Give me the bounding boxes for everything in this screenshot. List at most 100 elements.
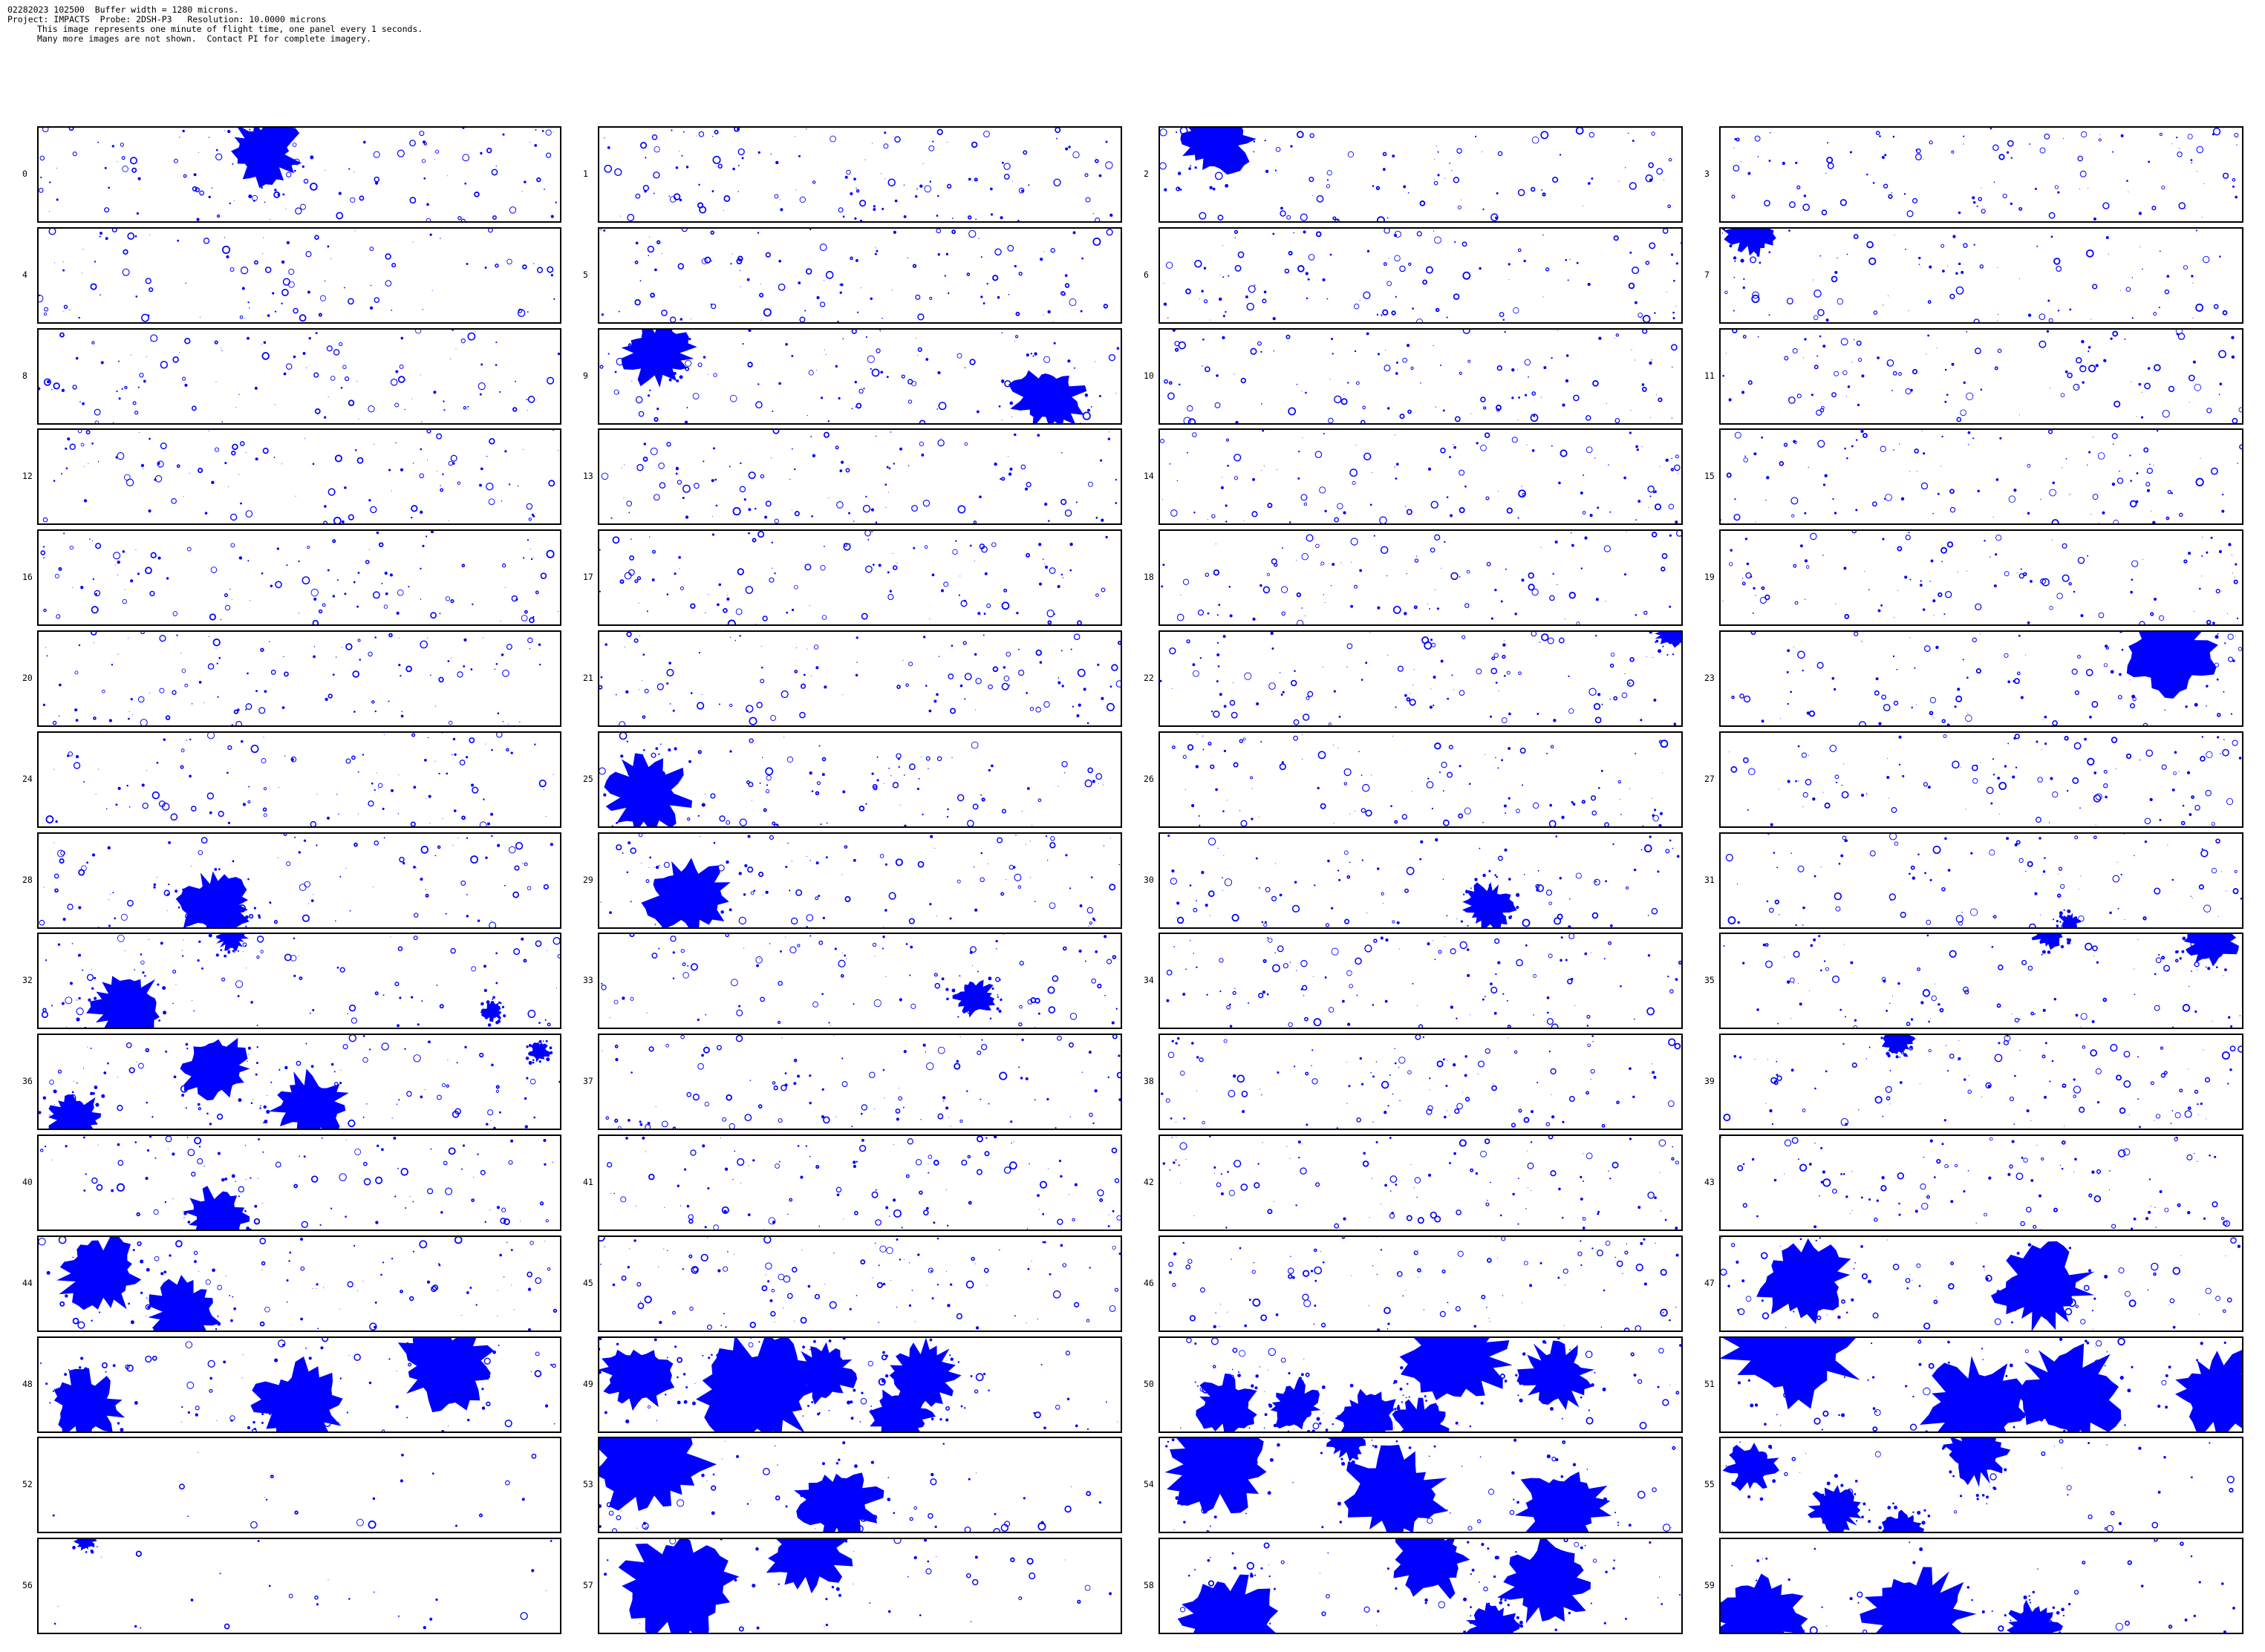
header-title: 02282023 102500 Buffer width = 1280 micr… [7,4,239,15]
particle-ring [2038,340,2047,348]
particle-dot [1277,1071,1280,1074]
particle-dot [1456,1112,1459,1114]
particle-dot [1081,257,1084,260]
particle-speck [1606,403,1608,405]
particle-field [1721,430,2242,523]
panel-label: 6 [1144,270,1149,280]
particle-ring [443,1160,448,1166]
particle-ring [258,707,266,714]
particle-dot [1490,715,1493,718]
particle-ring [756,702,763,708]
particle-dot [870,368,872,370]
particle-ring [1996,1003,2001,1008]
particle-speck [948,1117,949,1118]
particle-ring [732,507,741,516]
particle-ring [1649,242,1656,249]
particle-dot [649,536,651,538]
particle-dot [1272,232,1275,235]
particle-speck [1098,783,1100,784]
particle-dot [1928,1020,1930,1023]
image-panel [37,328,561,425]
particle-ring [2150,1081,2154,1085]
particle-ring [1586,1014,1591,1019]
particle-speck [1456,918,1458,920]
particle-dot [1825,1070,1828,1073]
particle-dot [622,852,624,854]
particle-dot [737,165,740,167]
particle-speck [664,1207,665,1208]
particle-dot [740,462,742,465]
particle-ring [1283,963,1288,969]
particle-ring [1497,151,1503,157]
particle-speck [623,497,625,499]
particle-dot [1372,1004,1375,1006]
particle-dot [1788,229,1790,232]
particle-ring [1441,762,1447,768]
particle-dot [778,259,781,263]
particle-dot [1998,1042,2001,1045]
particle-ring [682,484,691,493]
particle-ring [2123,1051,2131,1058]
particle-ring [506,748,509,752]
particle-dot [1786,980,1790,984]
particle-dot [1323,433,1325,435]
particle-field [39,834,553,927]
particle-dot [2010,202,2013,206]
particle-ring [239,441,245,446]
particle-dot [1354,350,1357,353]
particle-ring [794,670,798,673]
particle-dot [1883,979,1886,983]
particle-ring [1315,231,1322,238]
aggregate-fringe [215,148,218,151]
particle-dot [1475,1172,1479,1175]
particle-dot [69,982,73,985]
snow-aggregate [1655,632,1681,648]
particle-dot [668,195,671,197]
snow-aggregate [175,871,250,927]
snow-aggregate [180,1037,250,1100]
particle-dot [1554,541,1558,544]
particle-dot [1306,297,1309,300]
particle-ring [275,581,282,589]
particle-ring [478,382,486,391]
particle-dot [1359,1057,1362,1060]
particle-ring [333,516,342,523]
particle-field [601,934,1118,1028]
particle-speck [234,200,235,201]
particle-ring [1840,1117,1849,1126]
particle-dot [1935,645,1939,650]
particle-ring [348,1004,356,1012]
particle-dot [128,717,130,720]
particle-speck [760,645,762,647]
particle-ring [495,1085,500,1089]
particle-ring [1588,131,1595,138]
particle-ring [2142,722,2148,725]
particle-dot [491,1063,494,1067]
particle-dot [809,935,812,937]
particle-ring [806,914,814,921]
particle-ring [1793,564,1797,568]
particle-dot [2171,788,2175,791]
particle-dot [1495,757,1496,759]
particle-ring [1669,989,1674,993]
particle-dot [75,754,79,759]
particle-ring [991,542,997,547]
particle-dot [2046,330,2050,333]
particle-ring [835,445,839,450]
particle-ring [599,767,606,775]
particle-ring [1271,558,1277,565]
particle-dot [2007,680,2011,684]
particle-dot [1222,315,1225,318]
aggregate-fringe [1467,924,1469,927]
image-panel [1719,832,2243,929]
particle-ring [2091,701,2099,708]
particle-ring [1343,768,1352,777]
particle-ring [472,786,479,794]
particle-speck [770,457,772,459]
particle-dot [1294,670,1296,673]
particle-ring [1883,183,1888,189]
particle-dot [1429,608,1431,610]
particle-speck [922,163,924,164]
particle-ring [372,591,380,599]
aggregate-fringe [1880,1036,1883,1039]
